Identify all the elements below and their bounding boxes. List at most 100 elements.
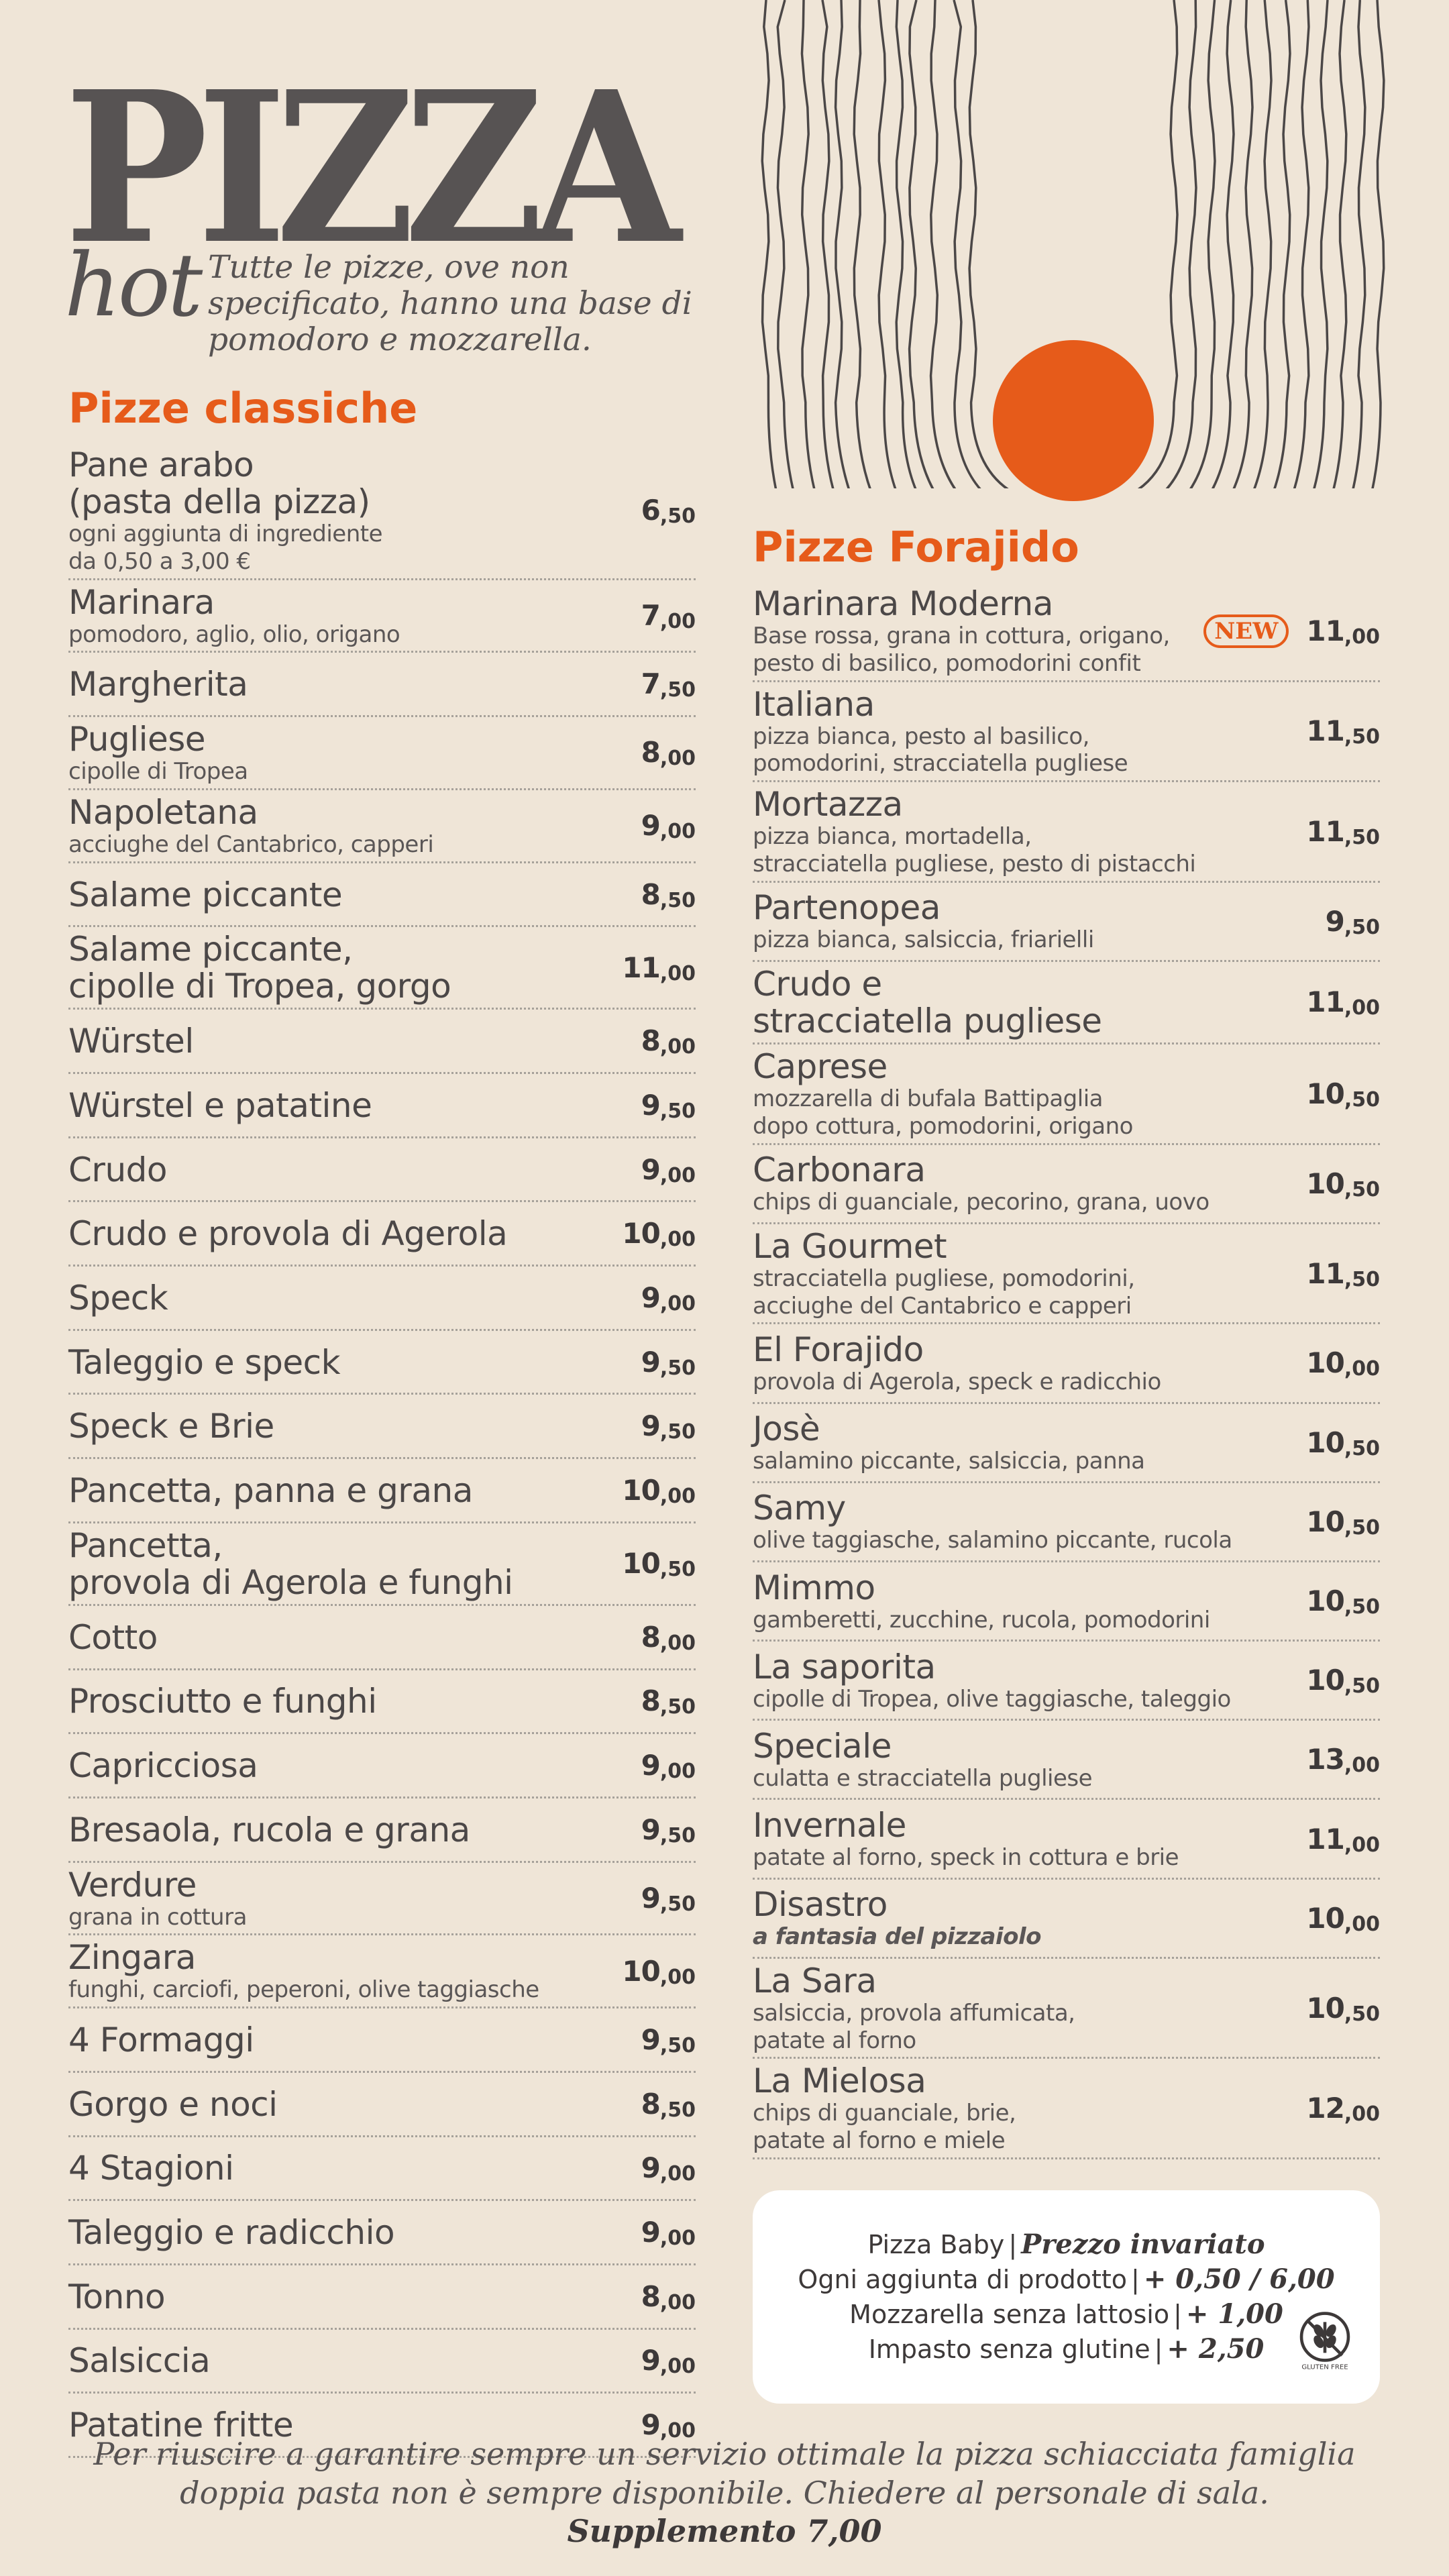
- menu-item-price: 9,00: [632, 1749, 696, 1783]
- menu-item-text: Würstel e patatine: [68, 1087, 632, 1124]
- menu-item-price: 8,50: [632, 1684, 696, 1719]
- menu-item-price: 10,00: [1297, 1346, 1380, 1381]
- price-integer: 9: [641, 2216, 661, 2249]
- price-integer: 9: [641, 2408, 661, 2442]
- menu-item-description: olive taggiasche, salamino piccante, ruc…: [753, 1527, 1232, 1554]
- menu-list-forajido: Marinara Moderna Base rossa, grana in cot…: [753, 582, 1380, 2160]
- price-integer: 9: [641, 1749, 661, 1782]
- menu-item-text: Taleggio e speck: [68, 1344, 632, 1381]
- price-integer: 9: [1325, 904, 1345, 938]
- footer-text: Per riuscire a garantire sempre un servi…: [93, 2436, 1356, 2511]
- menu-item-name: Pancetta, panna e grana: [68, 1471, 473, 1511]
- menu-item-name: Disastro: [753, 1885, 888, 1925]
- menu-item-text: Carbonara chips di guanciale, pecorino, g…: [753, 1152, 1297, 1216]
- menu-item-description: salamino piccante, salsiccia, panna: [753, 1448, 1145, 1475]
- menu-item: Bresaola, rucola e grana 9,50: [68, 1799, 696, 1863]
- menu-item-description: grana in cottura: [68, 1903, 247, 1931]
- menu-item-description: patate al forno, speck in cottura e brie: [753, 1844, 1179, 1872]
- price-decimal: ,50: [659, 504, 696, 529]
- price-integer: 8: [641, 2279, 661, 2313]
- price-integer: 6: [641, 494, 661, 527]
- menu-item-price: 9,00: [632, 809, 696, 843]
- price-integer: 8: [641, 1024, 661, 1058]
- price-decimal: ,00: [659, 1291, 696, 1316]
- menu-item-text: Crudo: [68, 1150, 632, 1189]
- price-decimal: ,00: [659, 609, 696, 633]
- price-integer: 11: [1306, 714, 1344, 748]
- menu-item-price: 10,00: [612, 1474, 696, 1508]
- menu-item-text: Disastro a fantasia del pizzaiolo: [753, 1886, 1297, 1951]
- extra-value: + 1,00: [1185, 2298, 1283, 2330]
- menu-item-name: Verdure: [68, 1865, 197, 1904]
- menu-item-name: Würstel: [68, 1022, 194, 1061]
- price-integer: 11: [1306, 1822, 1344, 1856]
- price-decimal: ,00: [659, 747, 696, 771]
- price-integer: 11: [1306, 614, 1344, 647]
- menu-item-price: 11,50: [1297, 1257, 1380, 1291]
- extra-label: Ogni aggiunta di prodotto: [798, 2265, 1128, 2294]
- menu-item-text: Taleggio e radicchio: [68, 2214, 632, 2251]
- price-integer: 8: [641, 736, 661, 769]
- price-integer: 8: [641, 877, 661, 911]
- menu-item-price: 6,50: [632, 494, 696, 528]
- menu-item: Taleggio e speck 9,50: [68, 1331, 696, 1395]
- price-integer: 9: [641, 1088, 661, 1122]
- menu-item: Taleggio e radicchio 9,00: [68, 2201, 696, 2265]
- menu-item: Crudo e stracciatella pugliese 11,00: [753, 962, 1380, 1044]
- menu-item-description: funghi, carciofi, peperoni, olive taggia…: [68, 1976, 539, 2004]
- menu-item-text: Partenopea pizza bianca, salsiccia, friar…: [753, 890, 1316, 954]
- new-badge: NEW: [1203, 614, 1289, 649]
- price-decimal: ,50: [659, 1420, 696, 1444]
- menu-item: Speck 9,00: [68, 1267, 696, 1331]
- menu-item: Italiana pizza bianca, pesto al basilico,…: [753, 682, 1380, 783]
- menu-item: Cotto 8,00: [68, 1606, 696, 1670]
- menu-item-description: mozzarella di bufala Battipaglia dopo co…: [753, 1085, 1133, 1140]
- price-integer: 7: [641, 598, 661, 632]
- menu-item: Napoletana acciughe del Cantabrico, cappe…: [68, 790, 696, 863]
- menu-item-text: Würstel: [68, 1023, 632, 1060]
- menu-item: Würstel e patatine 9,50: [68, 1074, 696, 1138]
- menu-item: Caprese mozzarella di bufala Battipaglia …: [753, 1044, 1380, 1145]
- menu-item-text: Patatine fritte: [68, 2407, 632, 2444]
- price-integer: 10: [1306, 1077, 1344, 1110]
- extra-label: Impasto senza glutine: [868, 2334, 1150, 2364]
- brand-subtitle: hot: [64, 234, 203, 336]
- menu-item: Pane arabo (pasta della pizza) ogni aggiu…: [68, 443, 696, 580]
- menu-item-price: 8,50: [632, 2088, 696, 2122]
- menu-item-name: Crudo: [68, 1150, 167, 1189]
- price-integer: 10: [1306, 1585, 1344, 1617]
- price-integer: 11: [1306, 814, 1344, 848]
- menu-item-text: La Gourmet stracciatella pugliese, pomodo…: [753, 1228, 1297, 1320]
- price-integer: 11: [622, 951, 660, 984]
- menu-item-price: 8,00: [632, 1024, 696, 1059]
- price-decimal: ,00: [659, 1035, 696, 1059]
- menu-item-price: 10,50: [1297, 1077, 1380, 1112]
- price-integer: 11: [1306, 985, 1344, 1019]
- menu-item-price: 9,50: [632, 1409, 696, 1444]
- menu-item-description: acciughe del Cantabrico, capperi: [68, 830, 434, 858]
- menu-item-description: gamberetti, zucchine, rucola, pomodorini: [753, 1606, 1210, 1633]
- extra-value: Prezzo invariato: [1021, 2229, 1265, 2260]
- arch-line: [877, 0, 1273, 510]
- footer-supplement: Supplemento 7,00: [567, 2513, 882, 2549]
- extra-separator: |: [1173, 2300, 1182, 2329]
- menu-item-name: Tonno: [68, 2277, 166, 2316]
- menu-item: Würstel 8,00: [68, 1010, 696, 1075]
- menu-item-description: stracciatella pugliese, pomodorini, acci…: [753, 1265, 1135, 1320]
- menu-item: Crudo 9,00: [68, 1138, 696, 1203]
- price-integer: 10: [1306, 1346, 1344, 1380]
- menu-item-price: 10,50: [1297, 1585, 1380, 1619]
- menu-item-price: 9,50: [632, 2023, 696, 2057]
- price-decimal: ,50: [1344, 1436, 1380, 1460]
- price-integer: 9: [641, 2344, 661, 2377]
- menu-item-price: 9,50: [1316, 905, 1380, 939]
- price-integer: 9: [641, 1813, 661, 1846]
- price-decimal: ,50: [1344, 1674, 1380, 1699]
- extra-label: Pizza Baby: [867, 2230, 1005, 2259]
- menu-item: Marinara pomodoro, aglio, olio, origano 7,…: [68, 580, 696, 653]
- menu-item-price: 9,00: [632, 1281, 696, 1316]
- menu-item-price: 9,00: [632, 2216, 696, 2250]
- menu-item: El Forajido provola di Agerola, speck e r…: [753, 1324, 1380, 1404]
- menu-item-name: Invernale: [753, 1806, 906, 1845]
- menu-item: Salame piccante 8,50: [68, 863, 696, 928]
